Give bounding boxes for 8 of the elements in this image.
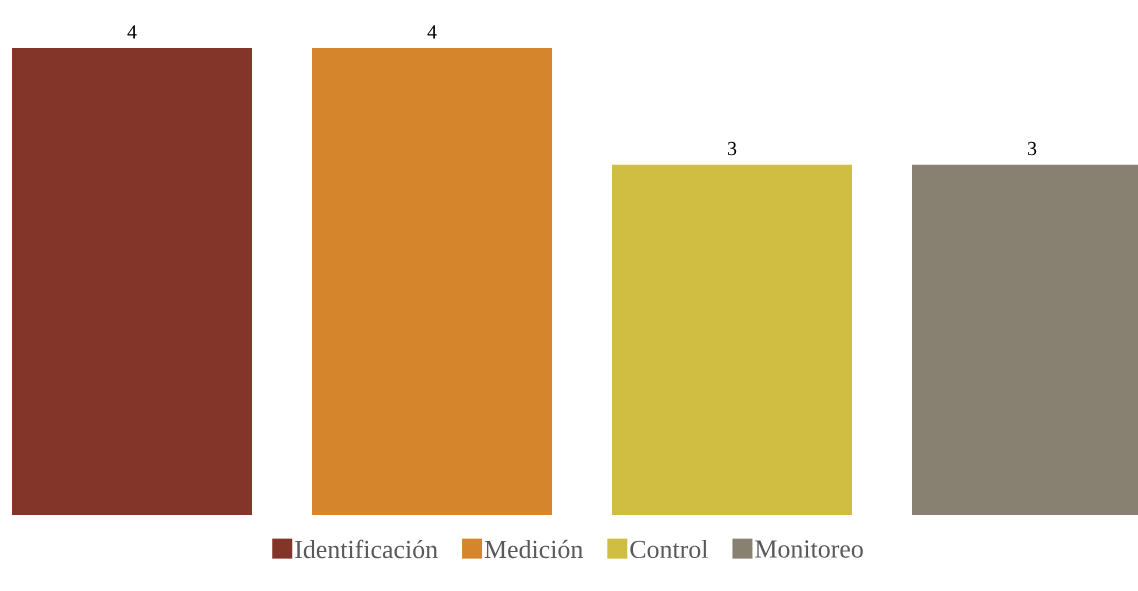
legend-label: Monitoreo	[755, 540, 863, 558]
data-label: 3	[1027, 141, 1037, 156]
data-label: 3	[727, 141, 737, 156]
data-label: 4	[427, 25, 437, 39]
data-label: 4	[127, 25, 137, 39]
legend-label: Control	[630, 539, 708, 559]
legend-label: Identificación	[295, 539, 438, 559]
legend-label: Medición	[484, 539, 583, 559]
